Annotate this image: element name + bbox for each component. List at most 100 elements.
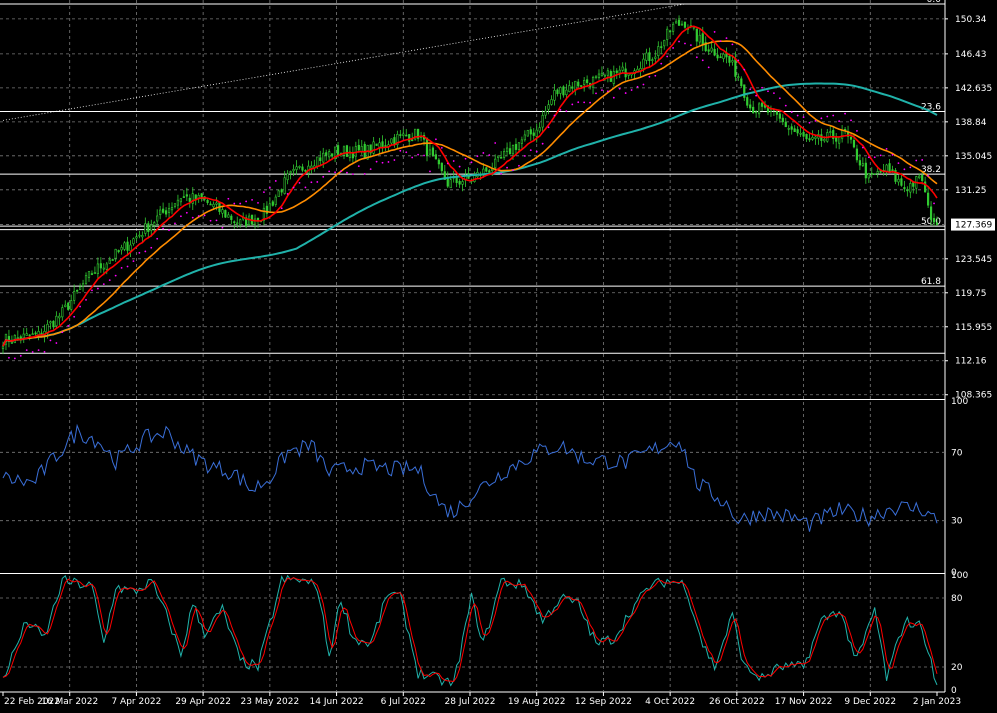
candle bbox=[93, 272, 97, 275]
time-tick-label: 12 Sep 2022 bbox=[575, 697, 632, 707]
candle bbox=[586, 79, 589, 83]
candle bbox=[52, 320, 55, 328]
sar-dot bbox=[174, 222, 176, 225]
candle bbox=[402, 133, 405, 136]
candle bbox=[864, 162, 867, 179]
candle bbox=[399, 134, 402, 136]
candle bbox=[1, 345, 5, 350]
candle bbox=[310, 165, 313, 169]
candle bbox=[239, 219, 242, 226]
sar-dot bbox=[452, 160, 455, 162]
sar-dot bbox=[96, 287, 99, 290]
candle bbox=[135, 236, 138, 239]
candle bbox=[289, 171, 292, 174]
sar-dot bbox=[512, 169, 514, 172]
sar-dot bbox=[369, 168, 372, 170]
candle bbox=[55, 315, 58, 327]
candle bbox=[568, 85, 571, 92]
candle bbox=[597, 73, 601, 79]
candle bbox=[600, 72, 604, 76]
sar-dot bbox=[399, 149, 402, 152]
candle bbox=[606, 70, 609, 76]
candle bbox=[78, 286, 82, 290]
stoch-main-line bbox=[2, 574, 938, 687]
sar-dot bbox=[209, 219, 212, 222]
candle bbox=[814, 136, 817, 139]
rsi-panel bbox=[2, 423, 938, 532]
candle bbox=[556, 89, 559, 95]
candle bbox=[265, 205, 268, 214]
candle bbox=[591, 76, 595, 88]
candle bbox=[150, 224, 153, 231]
sar-dot bbox=[31, 351, 34, 353]
sar-dot bbox=[120, 266, 123, 269]
candle bbox=[167, 208, 171, 213]
candle bbox=[81, 283, 85, 287]
sar-dot bbox=[268, 186, 271, 189]
candle bbox=[316, 156, 319, 167]
time-tick-label: 7 Apr 2022 bbox=[111, 697, 161, 707]
sar-dot bbox=[280, 207, 283, 210]
sar-dot bbox=[529, 149, 532, 152]
sar-dot bbox=[666, 55, 669, 58]
candle bbox=[209, 203, 212, 206]
candle bbox=[511, 145, 515, 155]
sar-dot bbox=[850, 119, 852, 122]
candle bbox=[627, 73, 630, 76]
sar-dot bbox=[239, 202, 242, 205]
candle bbox=[378, 142, 381, 148]
sar-dot bbox=[423, 154, 425, 157]
candle bbox=[873, 173, 876, 175]
sar-dot bbox=[506, 166, 508, 169]
sar-dot bbox=[257, 201, 259, 204]
candle bbox=[520, 139, 523, 144]
sar-dot bbox=[713, 31, 716, 33]
ma-mid-line bbox=[2, 40, 938, 347]
sar-dot bbox=[648, 75, 651, 78]
candle bbox=[138, 234, 141, 237]
candle bbox=[458, 180, 461, 185]
price-tick-label: 108.365 bbox=[955, 391, 992, 401]
candle bbox=[325, 152, 328, 156]
candle bbox=[535, 129, 538, 137]
candle bbox=[461, 181, 464, 185]
sar-dot bbox=[903, 168, 906, 171]
sar-dot bbox=[921, 159, 924, 161]
fibonacci-label: 61.8 bbox=[921, 277, 941, 287]
candle bbox=[369, 144, 372, 154]
candle bbox=[858, 160, 862, 166]
candle bbox=[710, 47, 713, 52]
sar-dot bbox=[304, 186, 307, 189]
candle bbox=[191, 193, 194, 204]
sar-dot bbox=[61, 331, 64, 334]
candle bbox=[280, 189, 283, 193]
sar-dot bbox=[197, 215, 200, 217]
sar-dot bbox=[357, 165, 360, 168]
sar-dot bbox=[310, 181, 313, 184]
sar-dot bbox=[114, 274, 117, 277]
candle bbox=[781, 117, 784, 123]
price-tick-label: 119.75 bbox=[955, 289, 987, 299]
time-tick-label: 17 Nov 2022 bbox=[775, 697, 833, 707]
candle bbox=[245, 217, 248, 227]
candle bbox=[876, 171, 879, 174]
sar-dot bbox=[346, 171, 348, 174]
sar-dot bbox=[328, 170, 331, 173]
candle bbox=[331, 153, 334, 157]
sar-dot bbox=[577, 101, 580, 104]
candle bbox=[897, 178, 900, 183]
sar-dot bbox=[227, 197, 230, 200]
candle bbox=[114, 248, 117, 259]
fibonacci-label: 23.6 bbox=[921, 102, 941, 112]
candle bbox=[526, 130, 529, 137]
sar-dot bbox=[387, 161, 390, 163]
candle bbox=[233, 221, 236, 223]
candle bbox=[775, 111, 778, 115]
time-tick-label: 4 Oct 2022 bbox=[645, 697, 695, 707]
sar-dot bbox=[523, 155, 526, 157]
candle bbox=[541, 115, 544, 128]
candle bbox=[357, 144, 360, 151]
candle bbox=[153, 222, 156, 226]
candle bbox=[185, 194, 188, 197]
